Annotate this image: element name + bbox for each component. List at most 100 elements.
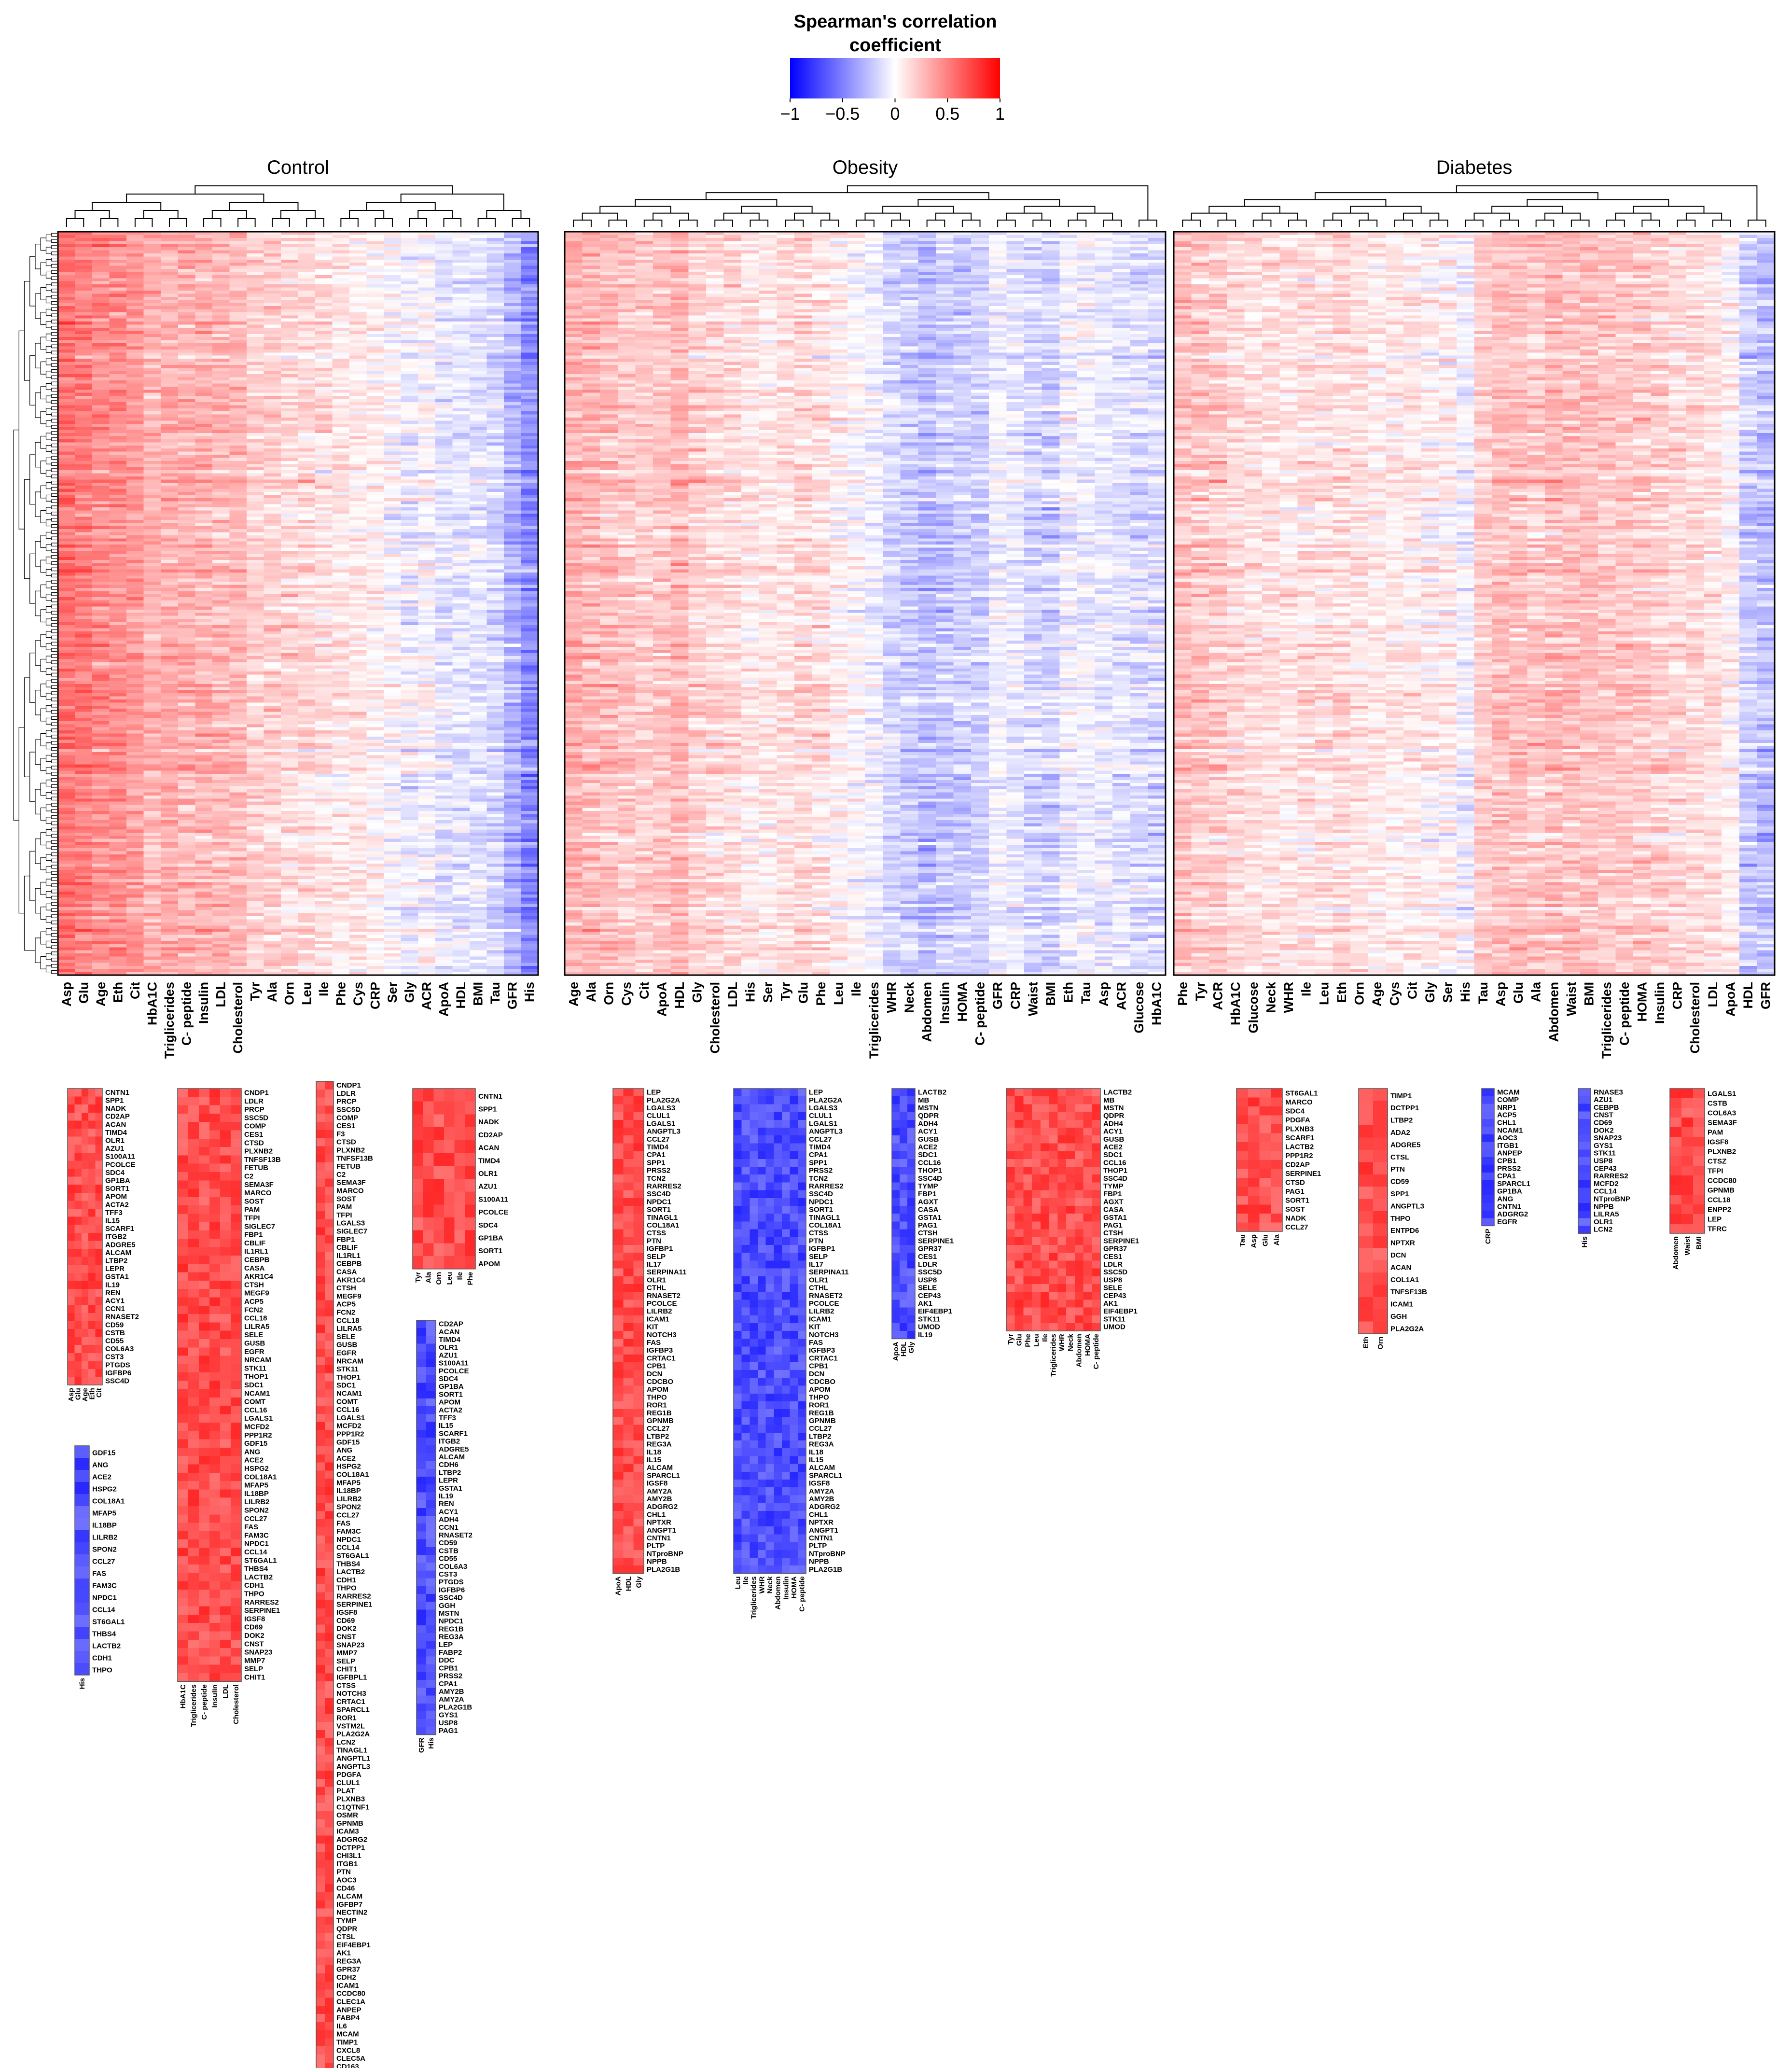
- heatmap-cell: [92, 873, 110, 877]
- heatmap-cell: [298, 919, 316, 923]
- heatmap-cell: [229, 324, 247, 328]
- heatmap-cell: [384, 848, 402, 852]
- heatmap-cell: [401, 265, 418, 269]
- heatmap-cell: [332, 364, 350, 368]
- heatmap-cell: [366, 885, 384, 889]
- heatmap-cell: [229, 445, 247, 449]
- heatmap-cell: [246, 882, 264, 886]
- heatmap-cell: [75, 969, 93, 973]
- heatmap-cell: [384, 303, 402, 307]
- heatmap-cell: [401, 721, 418, 725]
- heatmap-cell: [178, 250, 195, 254]
- heatmap-cell: [384, 965, 402, 969]
- heatmap-cell: [315, 331, 333, 335]
- heatmap-cell: [366, 504, 384, 508]
- heatmap-cell: [384, 928, 402, 932]
- heatmap-cell: [75, 740, 93, 743]
- heatmap-cell: [195, 609, 213, 613]
- heatmap-cell: [212, 928, 230, 932]
- heatmap-cell: [384, 433, 402, 437]
- heatmap-cell: [195, 399, 213, 403]
- heatmap-cell: [58, 380, 76, 384]
- heatmap-cell: [401, 625, 418, 629]
- heatmap-cell: [75, 582, 93, 586]
- heatmap-cell: [126, 715, 144, 719]
- heatmap-cell: [332, 848, 350, 852]
- heatmap-cell: [280, 619, 299, 623]
- heatmap-cell: [92, 953, 110, 957]
- heatmap-cell: [298, 545, 316, 548]
- heatmap-cell: [212, 324, 230, 328]
- heatmap-cell: [349, 467, 367, 471]
- heatmap-cell: [384, 455, 402, 459]
- heatmap-cell: [401, 359, 418, 363]
- heatmap-cell: [332, 795, 350, 799]
- heatmap-cell: [298, 696, 316, 700]
- heatmap-cell: [229, 653, 247, 657]
- heatmap-cell: [280, 501, 299, 505]
- heatmap-cell: [161, 296, 179, 300]
- heatmap-cell: [246, 535, 264, 539]
- heatmap-cell: [161, 235, 179, 238]
- heatmap-cell: [229, 427, 247, 431]
- heatmap-cell: [126, 315, 144, 319]
- heatmap-cell: [332, 383, 350, 387]
- heatmap-cell: [349, 594, 367, 598]
- heatmap-cell: [246, 306, 264, 310]
- heatmap-cell: [75, 681, 93, 685]
- heatmap-cell: [143, 768, 161, 771]
- heatmap-cell: [126, 318, 144, 322]
- heatmap-cell: [401, 467, 418, 471]
- heatmap-cell: [315, 693, 333, 697]
- heatmap-cell: [384, 535, 402, 539]
- heatmap-cell: [75, 458, 93, 461]
- heatmap-cell: [229, 420, 247, 424]
- heatmap-cell: [109, 932, 127, 936]
- heatmap-cell: [229, 733, 247, 737]
- heatmap-cell: [315, 628, 333, 632]
- heatmap-cell: [246, 761, 264, 765]
- heatmap-cell: [178, 284, 195, 288]
- heatmap-cell: [212, 687, 230, 691]
- heatmap-cell: [315, 671, 333, 675]
- heatmap-cell: [384, 265, 402, 269]
- heatmap-cell: [280, 526, 299, 530]
- heatmap-cell: [143, 587, 161, 591]
- heatmap-cell: [401, 455, 418, 459]
- heatmap-cell: [332, 371, 350, 375]
- heatmap-cell: [264, 510, 281, 514]
- heatmap-cell: [126, 541, 144, 545]
- heatmap-cell: [109, 823, 127, 827]
- heatmap-cell: [161, 801, 179, 805]
- heatmap-cell: [298, 718, 316, 722]
- heatmap-cell: [384, 337, 402, 341]
- heatmap-cell: [109, 678, 127, 682]
- heatmap-cell: [332, 312, 350, 316]
- heatmap-cell: [298, 866, 316, 870]
- heatmap-cell: [58, 749, 76, 753]
- heatmap-cell: [92, 405, 110, 409]
- heatmap-cell: [195, 854, 213, 858]
- heatmap-cell: [349, 876, 367, 880]
- heatmap-cell: [75, 371, 93, 375]
- heatmap-cell: [298, 495, 316, 499]
- heatmap-cell: [298, 433, 316, 437]
- heatmap-cell: [401, 420, 418, 424]
- heatmap-cell: [229, 550, 247, 554]
- heatmap-cell: [161, 486, 179, 489]
- heatmap-cell: [178, 442, 195, 446]
- heatmap-cell: [246, 563, 264, 567]
- heatmap-cell: [195, 486, 213, 489]
- heatmap-cell: [280, 938, 299, 942]
- heatmap-cell: [246, 625, 264, 629]
- heatmap-cell: [264, 482, 281, 486]
- heatmap-cell: [349, 346, 367, 350]
- heatmap-cell: [264, 687, 281, 691]
- heatmap-cell: [280, 615, 299, 619]
- heatmap-cell: [366, 458, 384, 461]
- heatmap-cell: [298, 805, 316, 809]
- heatmap-cell: [75, 792, 93, 796]
- heatmap-cell: [143, 721, 161, 725]
- heatmap-cell: [366, 969, 384, 973]
